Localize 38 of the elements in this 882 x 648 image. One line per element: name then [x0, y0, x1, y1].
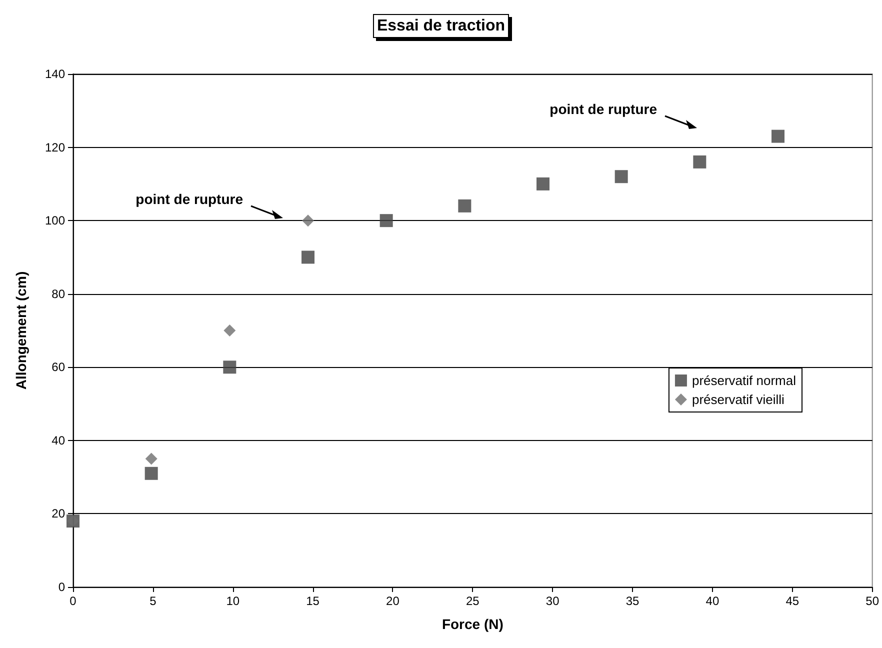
point — [302, 250, 314, 264]
y-tick-label: 120 — [44, 140, 66, 154]
x-tick-label: 40 — [706, 594, 720, 608]
point — [458, 199, 472, 212]
x-tick-label: 50 — [866, 594, 880, 608]
point — [223, 360, 236, 374]
x-tick-label: 25 — [466, 594, 480, 608]
point — [302, 214, 314, 227]
y-tick-label: 80 — [52, 286, 66, 301]
legend-label: préservatif vieilli — [692, 392, 785, 407]
point — [380, 214, 393, 228]
legend-label: préservatif normal — [692, 373, 796, 388]
x-tick-label: 15 — [306, 594, 320, 608]
y-tick-label: 140 — [44, 67, 66, 81]
annotation: point de rupture — [550, 101, 658, 117]
x-tick-label: 45 — [786, 594, 800, 608]
x-tick-label: 5 — [150, 594, 157, 608]
y-tick-label: 60 — [52, 360, 66, 374]
y-tick-label: 20 — [52, 506, 66, 521]
y-tick-label: 40 — [52, 433, 66, 448]
x-axis-title: Force (N) — [442, 616, 504, 632]
point — [144, 466, 158, 480]
x-tick-label: 30 — [546, 594, 560, 608]
x-tick-label: 10 — [226, 594, 240, 608]
point — [224, 324, 236, 336]
point — [536, 177, 550, 190]
y-tick-label: 100 — [44, 214, 66, 228]
chart-title: Essai de traction — [376, 18, 506, 34]
y-axis-title: Allongement (cm) — [13, 271, 29, 390]
x-tick-label: 35 — [626, 594, 640, 608]
x-tick-label: 0 — [70, 594, 77, 608]
point — [693, 155, 706, 168]
point — [145, 452, 158, 465]
point — [614, 170, 628, 184]
x-tick-label: 20 — [386, 594, 400, 608]
annotation: point de rupture — [136, 191, 244, 207]
point — [772, 130, 785, 143]
y-tick-label: 0 — [58, 580, 66, 594]
